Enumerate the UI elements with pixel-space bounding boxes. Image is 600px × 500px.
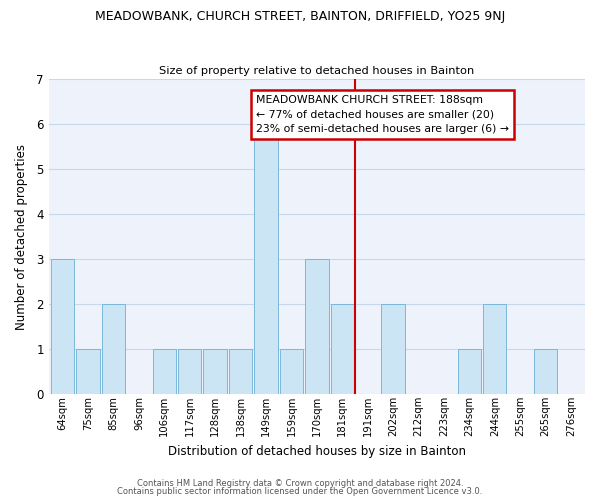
Bar bbox=[51, 260, 74, 394]
Bar bbox=[534, 350, 557, 395]
Text: Contains public sector information licensed under the Open Government Licence v3: Contains public sector information licen… bbox=[118, 487, 482, 496]
Bar bbox=[280, 350, 303, 395]
Text: Contains HM Land Registry data © Crown copyright and database right 2024.: Contains HM Land Registry data © Crown c… bbox=[137, 478, 463, 488]
Bar bbox=[203, 350, 227, 395]
Bar bbox=[229, 350, 252, 395]
X-axis label: Distribution of detached houses by size in Bainton: Distribution of detached houses by size … bbox=[168, 444, 466, 458]
Text: MEADOWBANK, CHURCH STREET, BAINTON, DRIFFIELD, YO25 9NJ: MEADOWBANK, CHURCH STREET, BAINTON, DRIF… bbox=[95, 10, 505, 23]
Bar bbox=[152, 350, 176, 395]
Title: Size of property relative to detached houses in Bainton: Size of property relative to detached ho… bbox=[159, 66, 475, 76]
Bar bbox=[178, 350, 202, 395]
Bar bbox=[305, 260, 329, 394]
Bar bbox=[331, 304, 354, 394]
Text: MEADOWBANK CHURCH STREET: 188sqm
← 77% of detached houses are smaller (20)
23% o: MEADOWBANK CHURCH STREET: 188sqm ← 77% o… bbox=[256, 95, 509, 134]
Bar bbox=[458, 350, 481, 395]
Bar bbox=[483, 304, 506, 394]
Bar bbox=[102, 304, 125, 394]
Bar bbox=[254, 124, 278, 394]
Bar bbox=[76, 350, 100, 395]
Bar bbox=[382, 304, 405, 394]
Y-axis label: Number of detached properties: Number of detached properties bbox=[15, 144, 28, 330]
